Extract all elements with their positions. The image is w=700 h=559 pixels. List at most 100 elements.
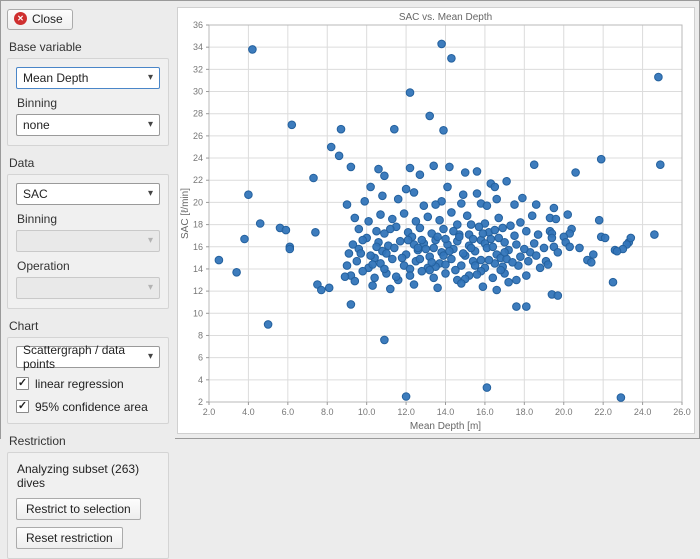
data-point[interactable]	[441, 234, 450, 244]
data-point[interactable]	[482, 201, 492, 210]
data-point[interactable]	[435, 215, 444, 225]
data-point[interactable]	[429, 161, 438, 171]
data-point[interactable]	[240, 234, 249, 244]
data-point[interactable]	[547, 233, 557, 243]
data-point[interactable]	[502, 177, 511, 186]
data-point[interactable]	[600, 233, 610, 243]
data-point[interactable]	[380, 264, 389, 274]
data-point[interactable]	[317, 285, 326, 295]
data-point[interactable]	[571, 168, 580, 177]
data-point[interactable]	[608, 277, 618, 287]
data-point[interactable]	[484, 255, 494, 265]
data-point[interactable]	[506, 221, 515, 230]
data-point[interactable]	[447, 208, 456, 217]
base-variable-select[interactable]: Mean Depth ▾	[16, 66, 160, 89]
data-point[interactable]	[340, 272, 350, 282]
data-point[interactable]	[594, 215, 604, 225]
data-point[interactable]	[248, 45, 257, 54]
data-point[interactable]	[472, 270, 482, 279]
data-point[interactable]	[395, 236, 405, 246]
data-point[interactable]	[498, 223, 508, 233]
data-point[interactable]	[342, 261, 352, 270]
data-point[interactable]	[360, 197, 369, 206]
data-point[interactable]	[500, 238, 509, 247]
data-point[interactable]	[445, 246, 454, 256]
data-point[interactable]	[358, 266, 367, 276]
data-point[interactable]	[309, 173, 318, 183]
data-point[interactable]	[449, 226, 458, 236]
data-point[interactable]	[476, 255, 486, 265]
confidence-area-checkbox[interactable]: ✓ 95% confidence area	[16, 400, 160, 414]
data-point[interactable]	[244, 190, 253, 199]
data-point[interactable]	[474, 222, 484, 232]
data-point[interactable]	[533, 230, 543, 239]
data-point[interactable]	[494, 233, 504, 243]
data-point[interactable]	[508, 258, 517, 267]
data-point[interactable]	[516, 252, 525, 261]
data-point[interactable]	[429, 243, 438, 253]
data-point[interactable]	[388, 254, 397, 264]
data-point[interactable]	[490, 225, 500, 235]
data-point[interactable]	[433, 232, 442, 242]
scatter-plot[interactable]: 2.0 4.0 6.0 8.0 10.0 12.0 14.0 16.0 18.0 20.0 22.0…	[178, 8, 696, 435]
data-point[interactable]	[344, 249, 354, 258]
data-point[interactable]	[324, 283, 334, 293]
base-binning-select[interactable]: none ▾	[16, 113, 160, 136]
data-point[interactable]	[352, 256, 362, 266]
data-point[interactable]	[405, 88, 415, 97]
data-point[interactable]	[447, 54, 456, 63]
data-point[interactable]	[596, 154, 606, 164]
data-point[interactable]	[516, 218, 525, 227]
data-point[interactable]	[285, 244, 295, 254]
data-point[interactable]	[255, 219, 265, 228]
data-point[interactable]	[512, 240, 521, 249]
data-point[interactable]	[311, 228, 320, 237]
data-point[interactable]	[551, 214, 561, 224]
data-point[interactable]	[350, 276, 360, 286]
data-point[interactable]	[439, 126, 448, 135]
data-point[interactable]	[478, 282, 488, 292]
data-point[interactable]	[401, 184, 411, 194]
data-point[interactable]	[512, 275, 521, 285]
data-point[interactable]	[346, 300, 356, 309]
data-point[interactable]	[326, 142, 336, 152]
data-point[interactable]	[478, 229, 488, 238]
data-point[interactable]	[543, 260, 553, 269]
data-point[interactable]	[527, 211, 537, 220]
data-point[interactable]	[494, 213, 504, 223]
linear-regression-checkbox[interactable]: ✓ linear regression	[16, 377, 160, 391]
data-point[interactable]	[390, 124, 399, 134]
close-button[interactable]: ✕ Close	[7, 8, 73, 30]
data-point[interactable]	[654, 72, 663, 82]
data-point[interactable]	[358, 235, 367, 245]
data-point[interactable]	[460, 168, 470, 177]
data-point[interactable]	[587, 258, 596, 267]
data-point[interactable]	[409, 280, 419, 289]
data-point[interactable]	[510, 231, 519, 240]
data-point[interactable]	[415, 170, 425, 179]
restrict-to-selection-button[interactable]: Restrict to selection	[16, 497, 141, 520]
data-point[interactable]	[374, 164, 383, 174]
data-point[interactable]	[458, 249, 468, 258]
data-point[interactable]	[399, 209, 409, 218]
data-point[interactable]	[427, 258, 436, 267]
data-point[interactable]	[425, 111, 434, 121]
data-point[interactable]	[388, 214, 397, 224]
data-point[interactable]	[650, 230, 659, 239]
data-point[interactable]	[457, 279, 466, 288]
data-point[interactable]	[656, 160, 665, 169]
data-point[interactable]	[413, 243, 423, 253]
data-point[interactable]	[417, 235, 427, 245]
data-point[interactable]	[378, 191, 387, 201]
data-point[interactable]	[539, 243, 549, 253]
data-point[interactable]	[354, 224, 364, 234]
data-point[interactable]	[281, 225, 291, 235]
data-point[interactable]	[439, 224, 448, 234]
data-point[interactable]	[350, 213, 360, 223]
data-point[interactable]	[393, 194, 403, 204]
data-point[interactable]	[372, 226, 381, 236]
data-point[interactable]	[553, 291, 563, 300]
data-point[interactable]	[549, 203, 559, 213]
data-point[interactable]	[364, 217, 373, 226]
data-point[interactable]	[462, 211, 472, 220]
